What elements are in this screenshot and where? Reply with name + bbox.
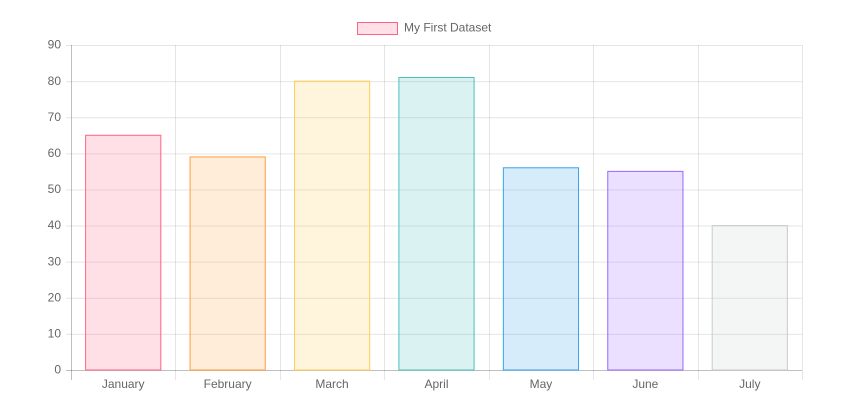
y-tick-label: 70 <box>48 110 62 124</box>
legend-label: My First Dataset <box>404 21 492 35</box>
x-tick-label: July <box>739 377 760 391</box>
bar <box>398 77 475 371</box>
y-tick-label: 20 <box>48 290 62 304</box>
bar <box>607 170 684 371</box>
y-tick-label: 10 <box>48 327 62 341</box>
bar <box>189 156 266 371</box>
x-tick-label: April <box>424 377 448 391</box>
x-tick-label: March <box>315 377 348 391</box>
y-tick-label: 80 <box>48 74 62 88</box>
y-tick-label: 50 <box>48 182 62 196</box>
y-tick-label: 0 <box>54 363 61 377</box>
y-tick-label: 60 <box>48 146 62 160</box>
y-tick-label: 90 <box>48 38 62 52</box>
x-tick-label: February <box>204 377 252 391</box>
y-tick-label: 40 <box>48 218 62 232</box>
legend-swatch <box>357 22 398 35</box>
bar <box>85 134 162 371</box>
x-tick-label: May <box>530 377 553 391</box>
bar <box>711 225 788 371</box>
x-tick-label: January <box>102 377 145 391</box>
x-tick-label: June <box>632 377 658 391</box>
bar <box>502 167 580 371</box>
bar <box>293 80 371 371</box>
y-tick-label: 30 <box>48 254 62 268</box>
